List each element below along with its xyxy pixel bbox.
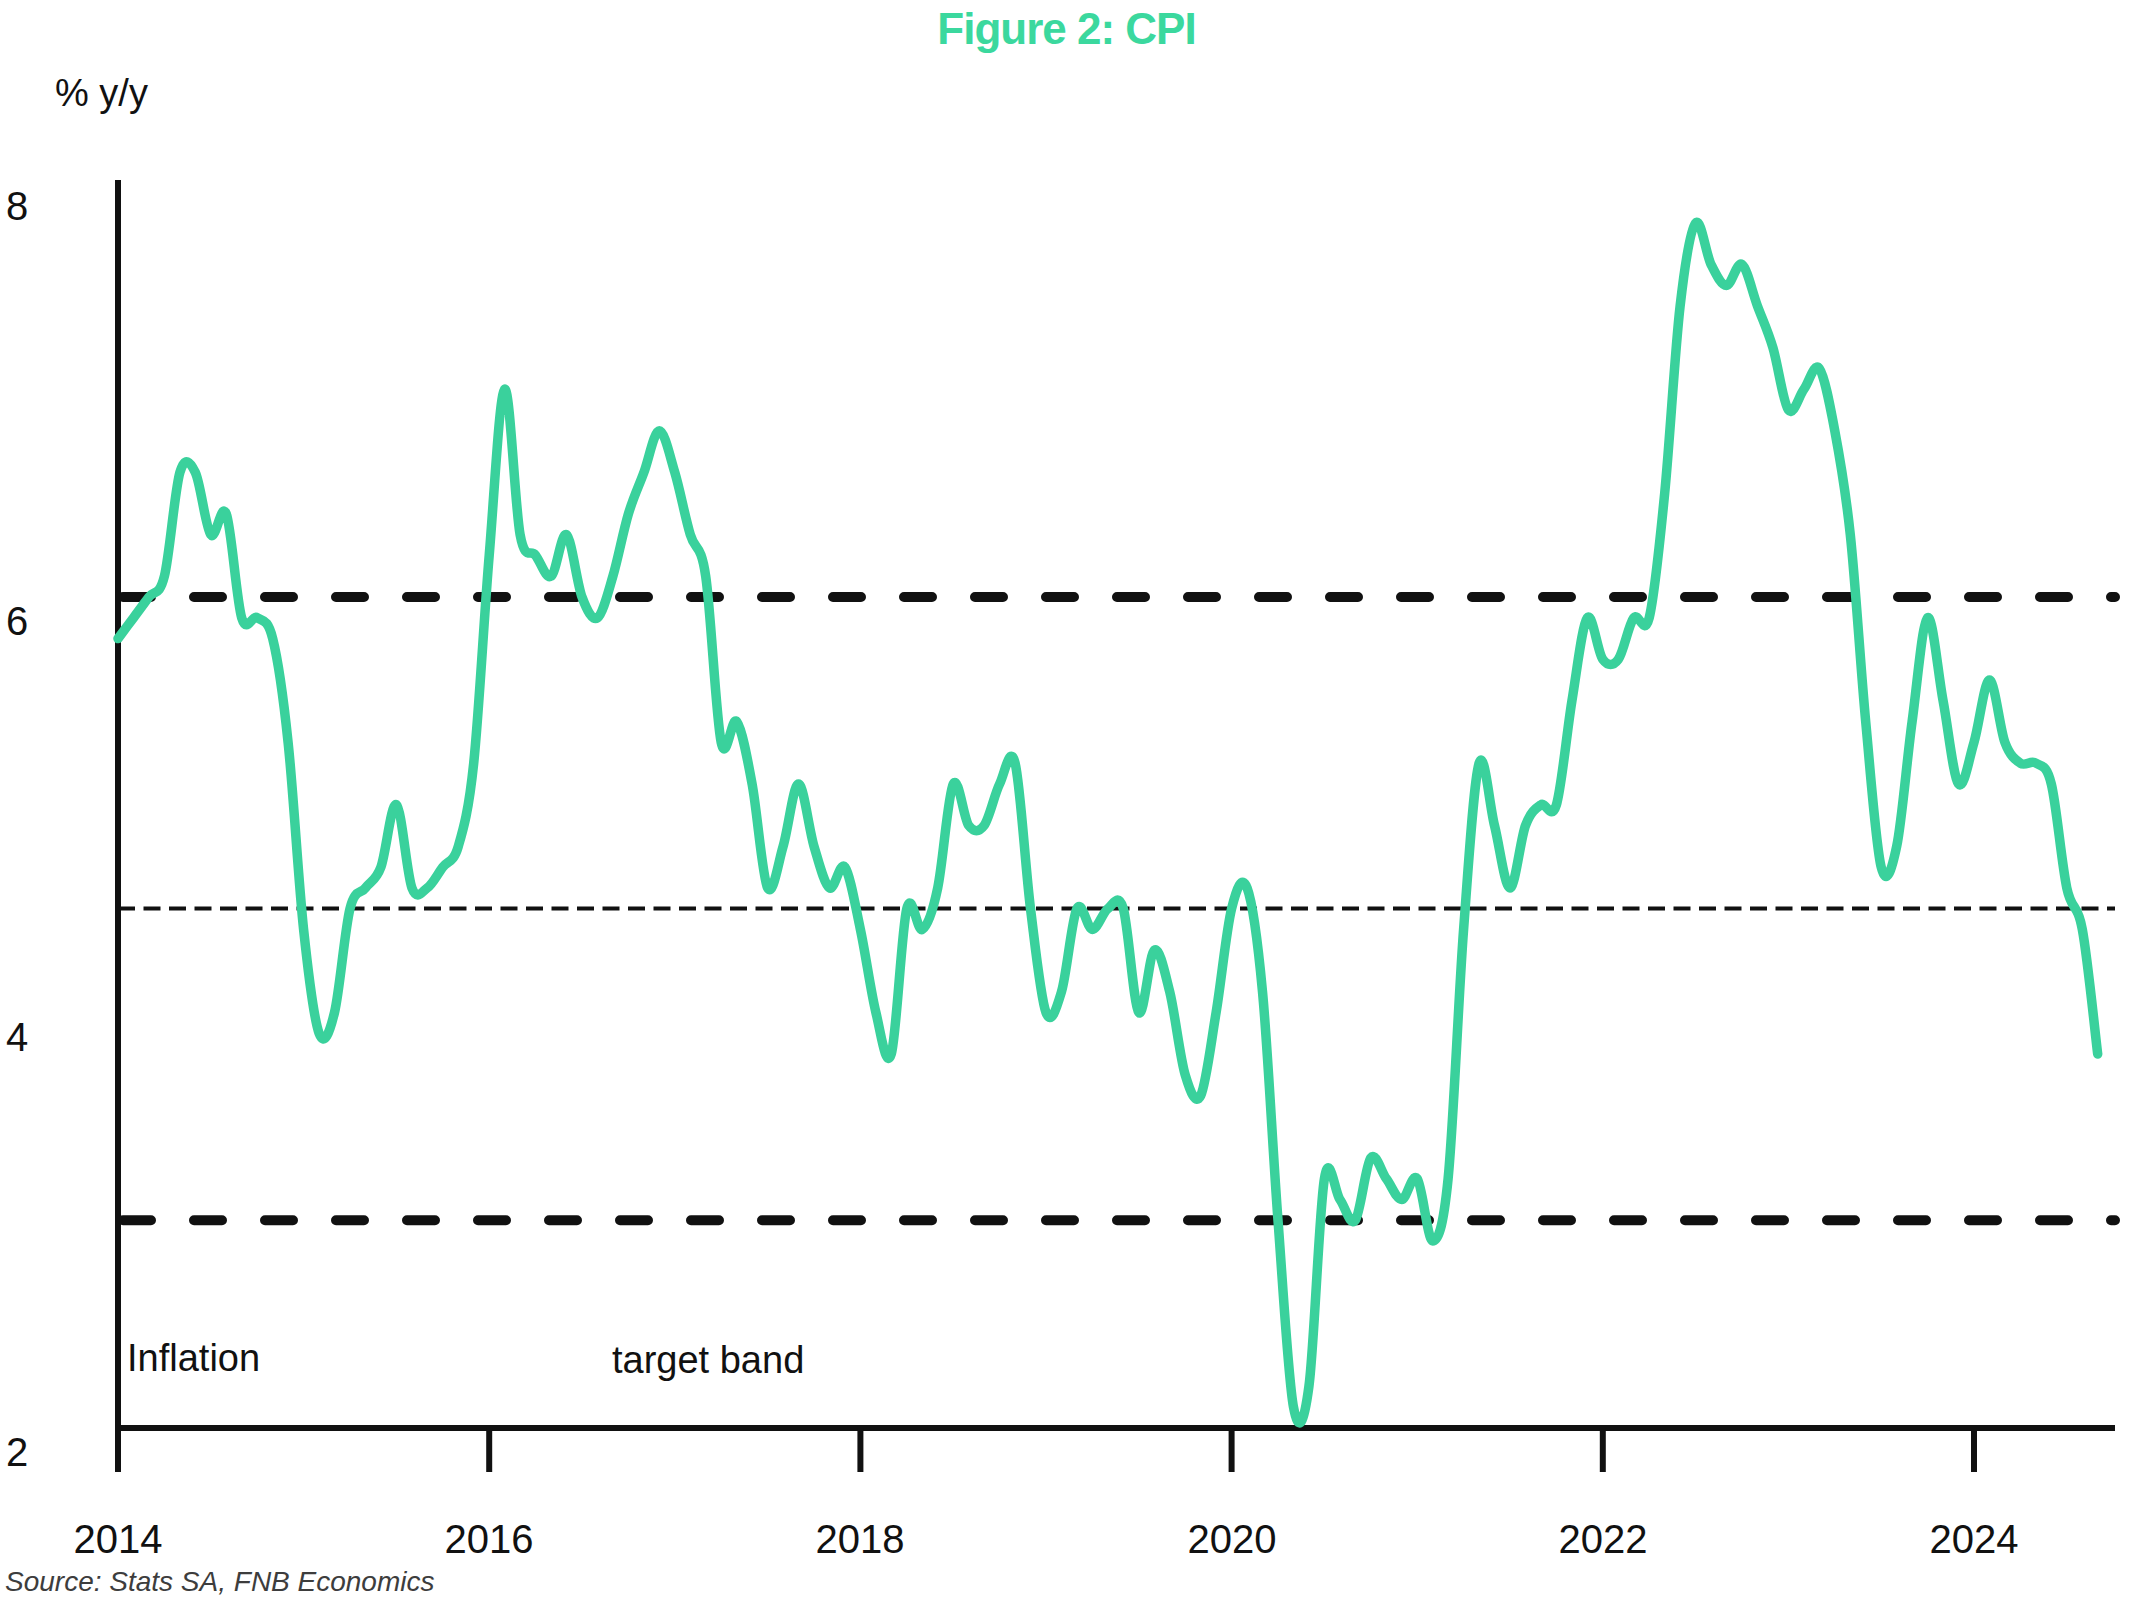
y-tick-label-8: 8 <box>0 184 34 229</box>
cpi-line-chart <box>0 0 2133 1605</box>
chart-title: Figure 2: CPI <box>0 4 2133 54</box>
y-tick-label-4: 4 <box>0 1015 34 1060</box>
x-tick-label-2024: 2024 <box>1894 1517 2054 1562</box>
y-tick-label-2: 2 <box>0 1430 34 1475</box>
y-tick-label-6: 6 <box>0 599 34 644</box>
x-tick-label-2020: 2020 <box>1152 1517 1312 1562</box>
cpi-series-line <box>118 222 2098 1423</box>
x-tick-label-2016: 2016 <box>409 1517 569 1562</box>
annotation-target-band: target band <box>612 1339 804 1382</box>
cpi-figure: Figure 2: CPI % y/y Inflation target ban… <box>0 0 2133 1605</box>
x-tick-label-2014: 2014 <box>38 1517 198 1562</box>
y-axis-unit-label: % y/y <box>55 72 148 115</box>
x-tick-label-2022: 2022 <box>1523 1517 1683 1562</box>
x-tick-label-2018: 2018 <box>780 1517 940 1562</box>
annotation-inflation: Inflation <box>127 1337 260 1380</box>
source-note: Source: Stats SA, FNB Economics <box>5 1566 435 1598</box>
